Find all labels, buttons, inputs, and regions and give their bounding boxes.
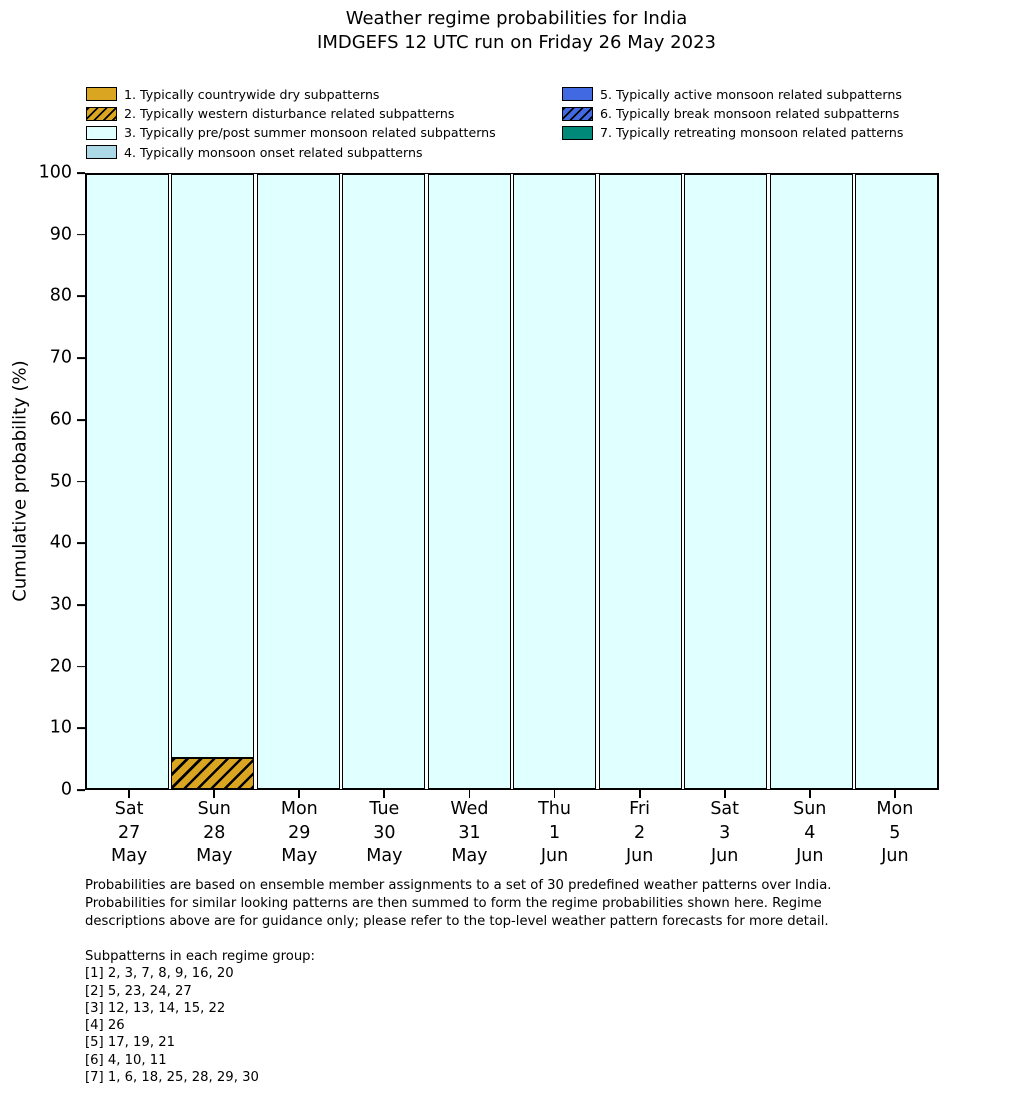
legend-label-regime-6: 6. Typically break monsoon related subpa… — [600, 106, 900, 122]
y-tick-label-90: 90 — [49, 224, 72, 245]
bar-segment-regime-2 — [171, 758, 255, 789]
legend-label-regime-7: 7. Typically retreating monsoon related … — [600, 125, 904, 141]
y-tick-mark — [77, 727, 85, 730]
bar-segment-regime-3 — [342, 174, 426, 789]
stacked-bar-sat-3-jun — [684, 174, 768, 789]
legend-item-regime-7: 7. Typically retreating monsoon related … — [562, 125, 904, 141]
legend-item-regime-5: 5. Typically active monsoon related subp… — [562, 87, 903, 102]
plot-area — [85, 173, 939, 790]
x-tick-mark — [723, 790, 726, 798]
legend-item-regime-6: 6. Typically break monsoon related subpa… — [562, 106, 903, 121]
y-tick-mark — [77, 480, 85, 483]
y-tick-mark — [77, 233, 85, 236]
x-tick-mark — [298, 790, 301, 798]
y-tick-label-70: 70 — [49, 347, 72, 368]
y-tick-label-0: 0 — [60, 779, 72, 800]
legend-swatch-regime-1 — [86, 87, 117, 102]
x-tick-label-wed-31: Wed 31 May — [450, 799, 489, 866]
x-tick-label-sun-28: Sun 28 May — [196, 799, 233, 866]
legend-label-regime-5: 5. Typically active monsoon related subp… — [600, 86, 902, 102]
x-tick-mark — [808, 790, 811, 798]
legend-swatch-regime-7 — [562, 125, 593, 140]
y-tick-label-30: 30 — [49, 594, 72, 615]
x-tick-mark — [128, 790, 131, 798]
y-tick-mark — [77, 172, 85, 174]
y-tick-mark — [77, 295, 85, 298]
stacked-bar-wed-31-may — [427, 174, 511, 789]
x-tick-mark — [638, 790, 641, 798]
legend-swatch-regime-2 — [86, 106, 117, 121]
stacked-bar-fri-2-jun — [598, 174, 682, 789]
y-tick-label-10: 10 — [49, 717, 72, 738]
stacked-bar-sun-4-jun — [769, 174, 853, 789]
x-tick-mark — [213, 790, 216, 798]
y-tick-mark — [77, 418, 85, 421]
chart-title: Weather regime probabilities for India — [345, 8, 688, 29]
y-tick-mark — [77, 789, 85, 791]
legend-swatch-regime-5 — [562, 87, 593, 102]
stacked-bar-thu-1-jun — [513, 174, 597, 789]
x-tick-label-fri-2: Fri 2 Jun — [625, 799, 654, 866]
legend-swatch-regime-3 — [86, 125, 117, 140]
x-tick-label-sun-4: Sun 4 Jun — [793, 799, 827, 866]
stacked-bar-mon-5-jun — [855, 174, 939, 789]
legend-swatch-regime-4 — [86, 145, 117, 160]
y-tick-label-50: 50 — [49, 471, 72, 492]
x-tick-label-sat-27: Sat 27 May — [111, 799, 148, 866]
y-tick-label-80: 80 — [49, 285, 72, 306]
x-tick-mark — [893, 790, 896, 798]
bar-segment-regime-3 — [427, 174, 511, 789]
y-tick-label-40: 40 — [49, 532, 72, 553]
legend-column-right: 5. Typically active monsoon related subp… — [562, 87, 903, 145]
x-tick-mark — [468, 790, 471, 798]
stacked-bar-tue-30-may — [342, 174, 426, 789]
x-tick-label-mon-5: Mon 5 Jun — [876, 799, 914, 866]
legend-item-regime-4: 4. Typically monsoon onset related subpa… — [86, 145, 496, 160]
stacked-bar-sat-27-may — [86, 174, 169, 789]
x-tick-mark — [553, 790, 556, 798]
legend-label-regime-1: 1. Typically countrywide dry subpatterns — [124, 86, 380, 102]
legend-swatch-regime-6 — [562, 106, 593, 121]
x-tick-label-tue-30: Tue 30 May — [366, 799, 403, 866]
x-tick-label-sat-3: Sat 3 Jun — [710, 799, 740, 866]
y-tick-mark — [77, 603, 85, 606]
y-tick-mark — [77, 665, 85, 668]
bar-segment-regime-3 — [171, 174, 255, 759]
stacked-bar-sun-28-may — [171, 174, 255, 789]
bar-segment-regime-3 — [598, 174, 682, 789]
x-tick-label-thu-1: Thu 1 Jun — [538, 799, 571, 866]
legend-label-regime-4: 4. Typically monsoon onset related subpa… — [124, 144, 423, 160]
legend-item-regime-1: 1. Typically countrywide dry subpatterns — [86, 87, 496, 102]
bar-segment-regime-3 — [86, 174, 169, 789]
bar-segment-regime-3 — [855, 174, 939, 789]
legend-column-left: 1. Typically countrywide dry subpatterns… — [86, 87, 496, 164]
legend-item-regime-2: 2. Typically western disturbance related… — [86, 106, 496, 121]
chart-subtitle: IMDGEFS 12 UTC run on Friday 26 May 2023 — [317, 31, 716, 53]
subpatterns-list: Subpatterns in each regime group: [1] 2,… — [85, 949, 316, 1086]
legend-label-regime-2: 2. Typically western disturbance related… — [124, 106, 455, 122]
x-tick-mark — [383, 790, 386, 798]
y-tick-mark — [77, 357, 85, 359]
legend-item-regime-3: 3. Typically pre/post summer monsoon rel… — [86, 125, 496, 141]
y-tick-label-20: 20 — [49, 656, 72, 677]
y-tick-label-60: 60 — [49, 409, 72, 430]
bar-segment-regime-3 — [684, 174, 768, 789]
chart-title-block: Weather regime probabilities for India I… — [0, 7, 1033, 54]
bars-container — [86, 174, 939, 789]
legend-label-regime-3: 3. Typically pre/post summer monsoon rel… — [124, 125, 496, 141]
bar-segment-regime-3 — [769, 174, 853, 789]
y-tick-label-100: 100 — [38, 162, 72, 183]
y-tick-mark — [77, 542, 85, 545]
footer-note: Probabilities are based on ensemble memb… — [85, 878, 832, 930]
bar-segment-regime-3 — [256, 174, 340, 789]
stacked-bar-mon-29-may — [256, 174, 340, 789]
bar-segment-regime-3 — [513, 174, 597, 789]
x-tick-label-mon-29: Mon 29 May — [280, 799, 318, 866]
